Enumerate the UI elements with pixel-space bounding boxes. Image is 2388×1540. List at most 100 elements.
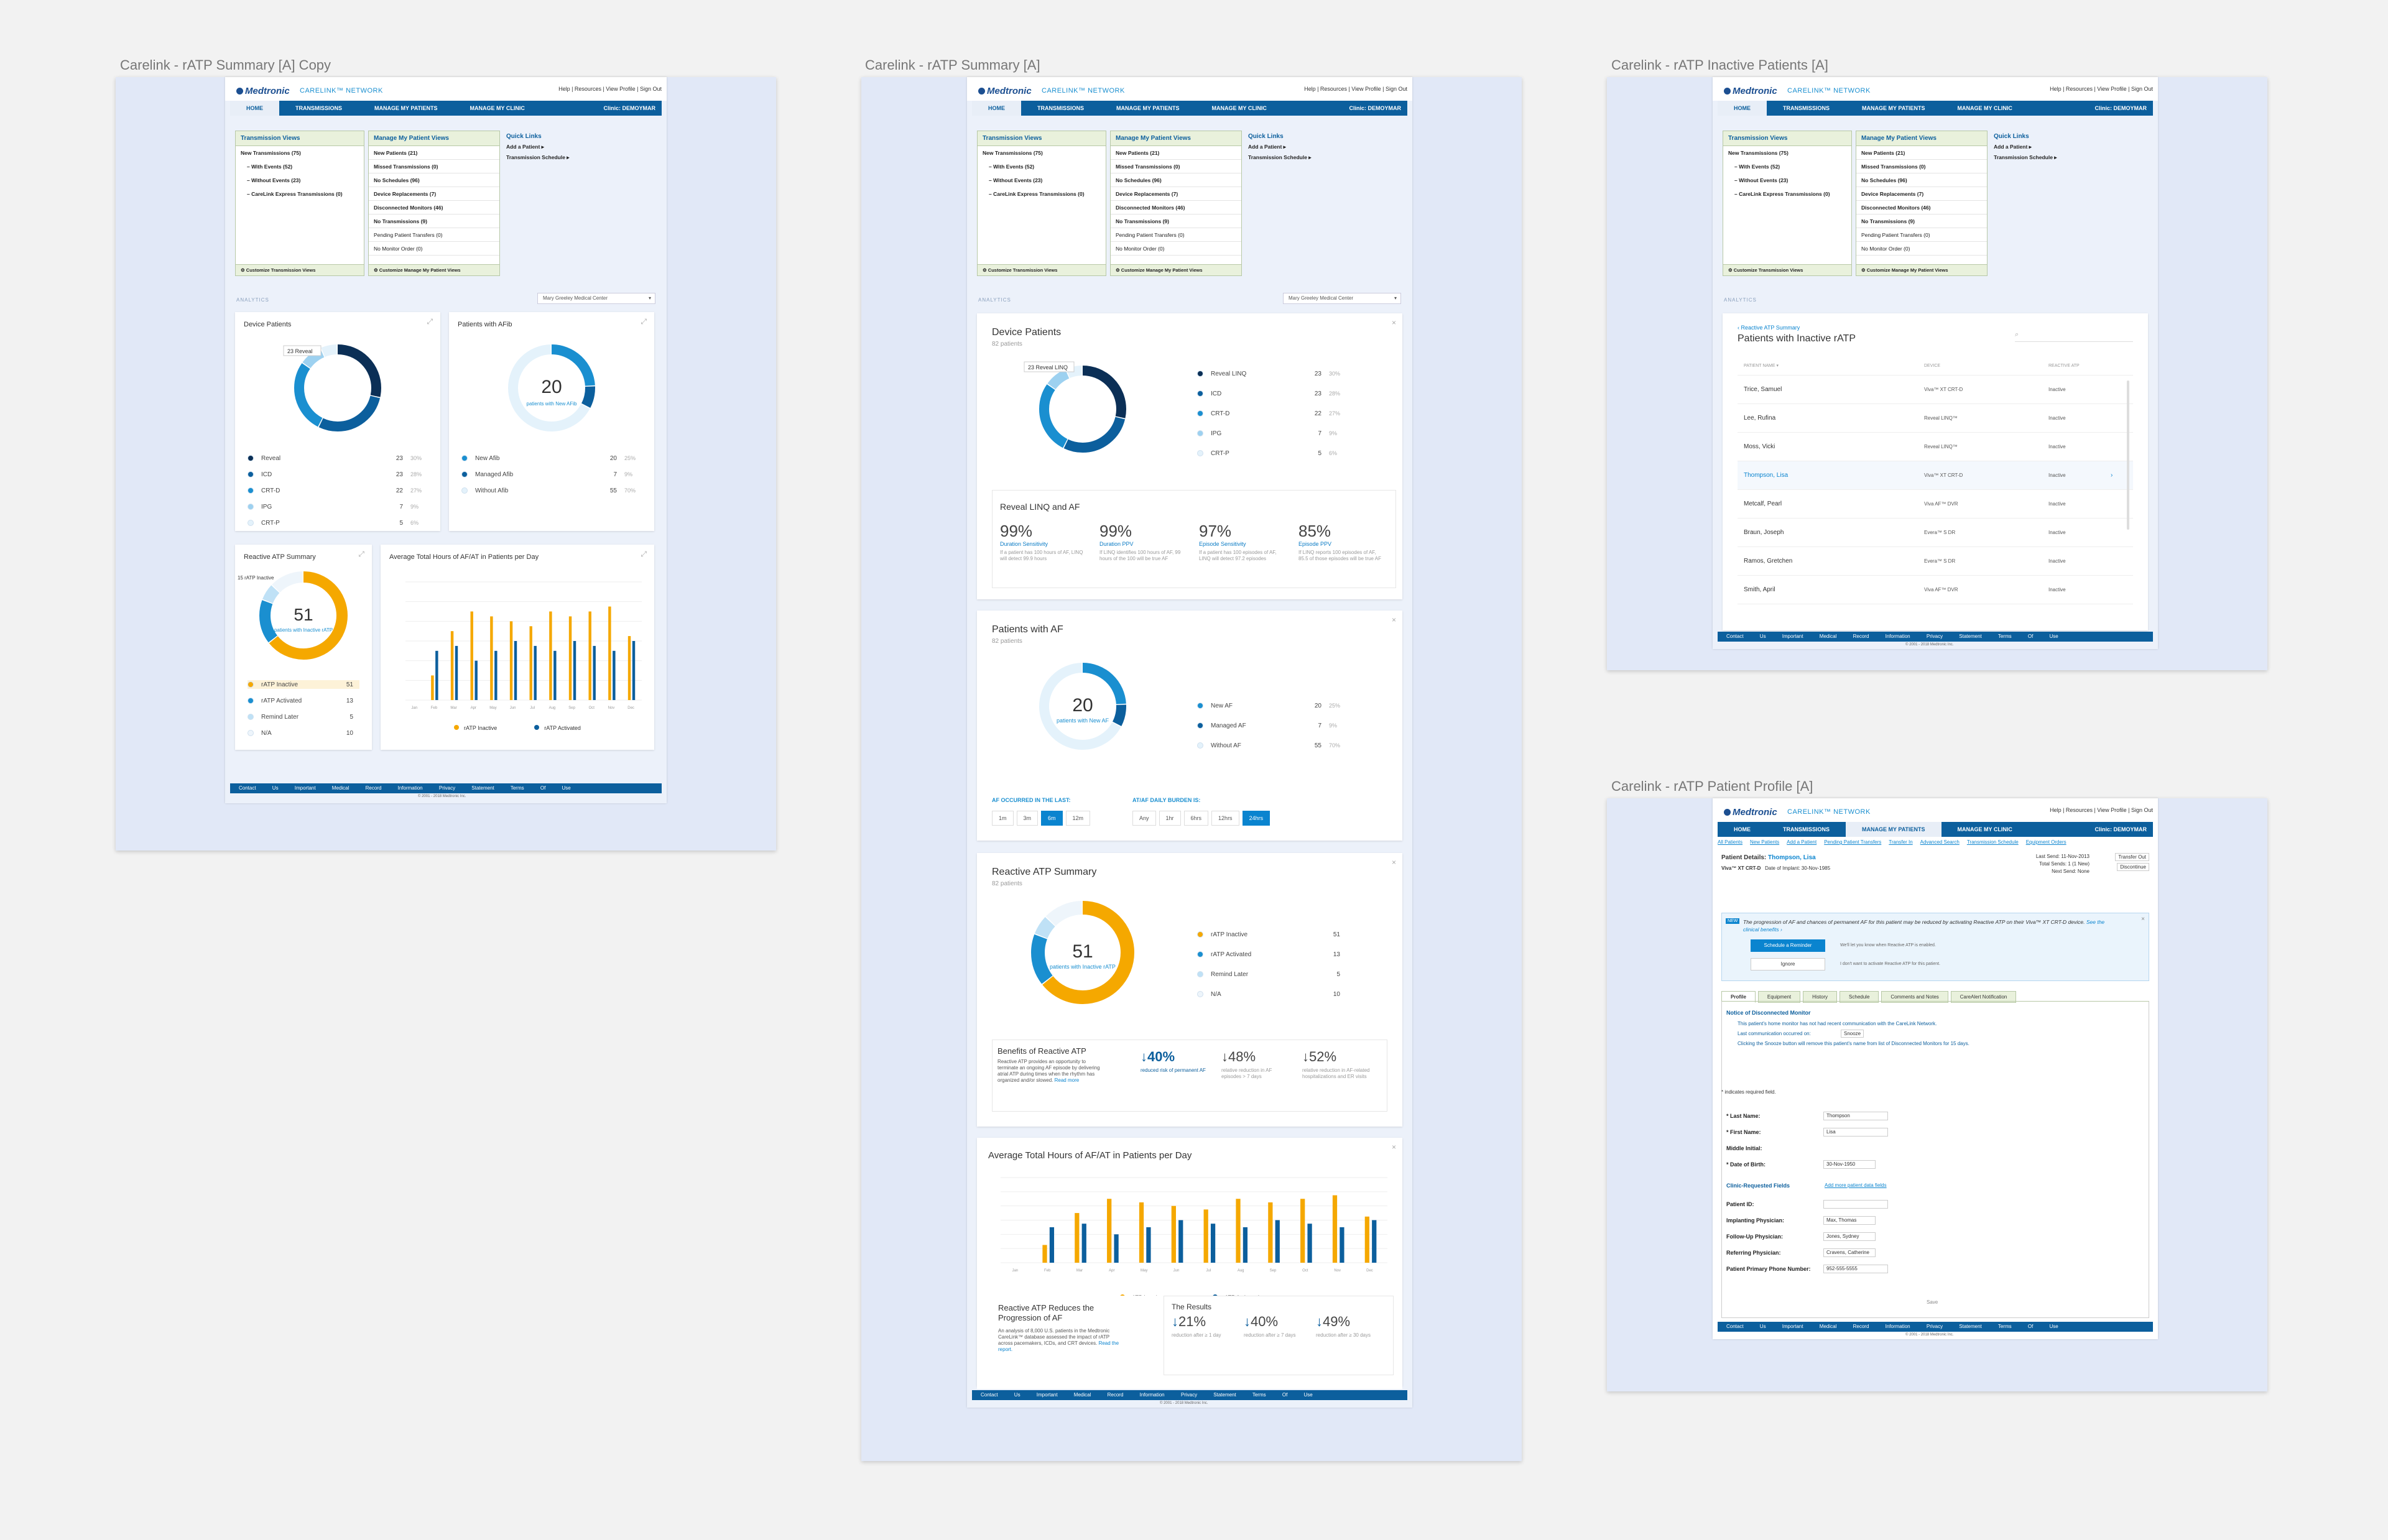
legend-row[interactable]: CRT-D 22 27% xyxy=(248,486,428,495)
legend-row[interactable]: ICD 23 28% xyxy=(248,470,428,479)
nav-tab[interactable]: HOME xyxy=(972,101,1021,116)
nav-tab[interactable]: MANAGE MY CLINIC xyxy=(1957,826,2012,832)
nav-tab[interactable]: TRANSMISSIONS xyxy=(1037,105,1085,111)
nav-tab[interactable]: MANAGE MY PATIENTS xyxy=(1862,105,1925,111)
table-row[interactable]: Ramos, Gretchen Evera™ S DR Inactive xyxy=(1738,547,2133,576)
top-links[interactable]: Help | Resources | View Profile | Sign O… xyxy=(2050,86,2153,92)
view-link[interactable]: Missed Transmissions (0) xyxy=(1856,160,1987,173)
bar[interactable] xyxy=(1178,1220,1183,1263)
nav-tab[interactable]: MANAGE MY CLINIC xyxy=(1211,105,1267,111)
bar[interactable] xyxy=(1300,1199,1305,1263)
quick-link[interactable]: Transmission Schedule ▸ xyxy=(506,154,570,160)
save-button[interactable]: Save xyxy=(1927,1299,1938,1305)
donut-slice[interactable] xyxy=(1039,366,1126,453)
bar[interactable] xyxy=(1139,1202,1144,1263)
donut-slice[interactable] xyxy=(1039,663,1126,750)
view-link[interactable]: – With Events (52) xyxy=(247,164,293,170)
column-header[interactable]: DEVICE xyxy=(1924,364,1941,368)
bar[interactable] xyxy=(1275,1220,1280,1263)
view-link[interactable]: No Transmissions (9) xyxy=(1856,214,1987,228)
view-link[interactable]: Disconnected Monitors (46) xyxy=(369,201,499,214)
expand-icon[interactable]: ⤢ xyxy=(358,550,364,558)
view-link[interactable]: Device Replacements (7) xyxy=(369,187,499,201)
legend-row[interactable]: ICD 23 28% xyxy=(1197,389,1346,398)
nav-tab[interactable]: TRANSMISSIONS xyxy=(295,105,343,111)
field-input[interactable]: Cravens, Catherine xyxy=(1823,1248,1876,1257)
bar[interactable] xyxy=(514,641,517,700)
quick-link[interactable]: Add a Patient ▸ xyxy=(1994,144,2032,150)
bar[interactable] xyxy=(494,650,497,700)
nav-tab[interactable]: MANAGE MY PATIENTS xyxy=(374,105,438,111)
legend-row[interactable]: Remind Later 5 xyxy=(1197,970,1346,979)
field-input[interactable]: Thompson xyxy=(1823,1112,1888,1120)
close-icon[interactable]: × xyxy=(1391,318,1396,327)
bar[interactable] xyxy=(549,611,552,701)
bar[interactable] xyxy=(534,645,537,700)
bar[interactable] xyxy=(573,641,576,700)
customize-link[interactable]: ⚙ Customize Manage My Patient Views xyxy=(1111,264,1241,275)
legend-row[interactable]: rATP Inactive 51 xyxy=(1197,930,1346,939)
view-link[interactable]: No Transmissions (9) xyxy=(1111,214,1241,228)
expand-icon[interactable]: ⤢ xyxy=(641,550,647,558)
bar[interactable] xyxy=(1210,1224,1216,1263)
ignore-button[interactable]: Ignore xyxy=(1751,958,1825,971)
close-icon[interactable]: × xyxy=(1391,858,1396,867)
view-link[interactable]: – With Events (52) xyxy=(989,164,1035,170)
legend-row[interactable]: Without Afib 55 70% xyxy=(461,486,642,495)
bar[interactable] xyxy=(1107,1199,1112,1263)
view-link[interactable]: – CareLink Express Transmissions (0) xyxy=(1734,191,1830,197)
profile-tab[interactable]: History xyxy=(1803,991,1838,1003)
subnav-link[interactable]: Transfer In xyxy=(1889,839,1913,845)
nav-tab[interactable]: TRANSMISSIONS xyxy=(1783,105,1830,111)
bar[interactable] xyxy=(1332,1195,1338,1263)
nav-tab[interactable]: HOME xyxy=(1734,826,1751,832)
legend-row[interactable]: CRT-P 5 6% xyxy=(1197,449,1346,458)
view-link[interactable]: New Patients (21) xyxy=(1856,146,1987,160)
bar[interactable] xyxy=(1081,1224,1086,1263)
bar[interactable] xyxy=(509,621,513,700)
donut-slice[interactable] xyxy=(508,344,595,431)
bar[interactable] xyxy=(1307,1224,1312,1263)
customize-link[interactable]: ⚙ Customize Transmission Views xyxy=(978,264,1106,275)
view-link[interactable]: Device Replacements (7) xyxy=(1856,187,1987,201)
bar[interactable] xyxy=(1203,1209,1208,1263)
close-icon[interactable]: × xyxy=(1391,1143,1396,1151)
legend-row[interactable]: Reveal LINQ 23 30% xyxy=(1197,369,1346,378)
bar[interactable] xyxy=(1049,1227,1055,1263)
expand-icon[interactable]: ⤢ xyxy=(427,317,433,326)
view-link[interactable]: New Patients (21) xyxy=(1111,146,1241,160)
donut-slice[interactable] xyxy=(259,571,348,660)
view-link[interactable]: Device Replacements (7) xyxy=(1111,187,1241,201)
scrollbar[interactable] xyxy=(2127,380,2129,530)
discontinue-button[interactable]: Discontinue xyxy=(2117,863,2149,871)
view-link[interactable]: New Transmissions (75) xyxy=(983,150,1043,156)
bar[interactable] xyxy=(1075,1213,1080,1263)
legend-row[interactable]: Managed AF 7 9% xyxy=(1197,721,1346,730)
nav-tab[interactable]: HOME xyxy=(230,101,279,116)
table-row[interactable]: Trice, Samuel Viva™ XT CRT-D Inactive xyxy=(1738,376,2133,404)
view-link[interactable]: – Without Events (23) xyxy=(247,177,301,183)
subnav-link[interactable]: All Patients xyxy=(1718,839,1743,845)
close-icon[interactable]: × xyxy=(2141,916,2145,923)
bar[interactable] xyxy=(588,611,591,701)
footer-links[interactable]: Contact Us Important Medical Record Info… xyxy=(1718,1322,2153,1332)
legend-row[interactable]: rATP Activated 13 xyxy=(248,696,359,705)
footer-links[interactable]: Contact Us Important Medical Record Info… xyxy=(1718,632,2153,642)
view-link[interactable]: New Transmissions (75) xyxy=(1728,150,1789,156)
donut-slice[interactable] xyxy=(1039,663,1126,750)
donut-slice[interactable] xyxy=(1039,663,1126,750)
field-input[interactable]: 30-Nov-1950 xyxy=(1823,1160,1876,1169)
legend-row[interactable]: New AF 20 25% xyxy=(1197,701,1346,710)
nav-tab[interactable]: MANAGE MY CLINIC xyxy=(470,105,525,111)
view-link[interactable]: – CareLink Express Transmissions (0) xyxy=(989,191,1085,197)
bar[interactable] xyxy=(1372,1220,1377,1263)
table-row[interactable]: Metcalf, Pearl Viva AF™ DVR Inactive xyxy=(1738,490,2133,519)
af-occurred-toggle[interactable]: 1m 3m 6m 12m xyxy=(992,811,1093,826)
view-link[interactable]: No Monitor Order (0) xyxy=(369,242,499,256)
donut-slice[interactable] xyxy=(259,571,348,660)
donut-slice[interactable] xyxy=(508,344,595,431)
bar[interactable] xyxy=(1171,1206,1176,1263)
donut-slice[interactable] xyxy=(1039,366,1126,453)
add-more-link[interactable]: Add more patient data fields xyxy=(1825,1183,1887,1188)
table-row[interactable]: Moss, Vicki Reveal LINQ™ Inactive xyxy=(1738,433,2133,461)
